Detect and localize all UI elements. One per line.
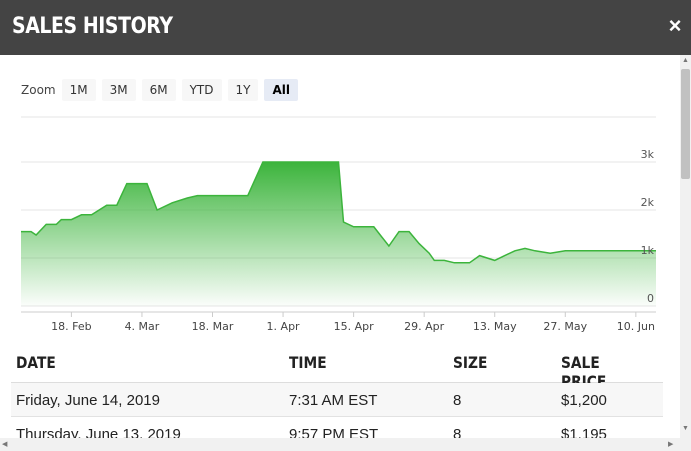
x-tick-label: 4. Mar [125, 320, 160, 333]
x-tick-label: 1. Apr [267, 320, 300, 333]
column-header-date: DATE [16, 353, 56, 372]
zoom-button-1m[interactable]: 1M [61, 79, 96, 101]
y-tick-label: 2k [641, 196, 655, 209]
zoom-button-ytd[interactable]: YTD [181, 79, 222, 101]
zoom-controls: Zoom 1M 3M 6M YTD 1Y All [21, 79, 304, 101]
table-header: DATE TIME SIZE SALE PRICE [11, 345, 663, 391]
x-tick-label: 10. Jun [617, 320, 655, 333]
x-tick-label: 18. Mar [192, 320, 234, 333]
zoom-button-6m[interactable]: 6M [141, 79, 176, 101]
column-header-size: SIZE [453, 353, 488, 372]
sales-history-chart: 0 1k 2k 3k 18. Feb 4. Mar 18. Mar 1. Apr 15. Ap… [21, 116, 656, 333]
y-tick-label: 1k [641, 244, 655, 257]
scroll-left-icon[interactable]: ◀ [2, 441, 8, 448]
sales-table: DATE TIME SIZE SALE PRICE Friday, June 1… [11, 345, 663, 451]
modal-title: SALES HISTORY [12, 14, 173, 39]
table-row: Friday, June 14, 2019 7:31 AM EST 8 $1,2… [11, 383, 663, 417]
x-tick-label: 13. May [473, 320, 517, 333]
y-tick-label: 0 [647, 292, 654, 305]
y-tick-label: 3k [641, 148, 655, 161]
cell-size: 8 [453, 392, 462, 409]
scroll-down-icon[interactable]: ▼ [682, 425, 689, 432]
scroll-thumb[interactable] [681, 69, 690, 179]
zoom-label: Zoom [21, 83, 56, 97]
x-tick-label: 29. Apr [404, 320, 444, 333]
modal-header: SALES HISTORY × [0, 0, 691, 55]
cell-time: 7:31 AM EST [289, 392, 378, 409]
series-line [21, 161, 656, 264]
zoom-button-1y[interactable]: 1Y [227, 79, 259, 101]
x-tick-label: 18. Feb [51, 320, 91, 333]
vertical-scrollbar[interactable]: ▲ ▼ [680, 55, 691, 451]
scroll-right-icon[interactable]: ▶ [668, 441, 674, 448]
cell-size: 8 [453, 426, 462, 443]
column-header-time: TIME [289, 353, 327, 372]
modal-content: Zoom 1M 3M 6M YTD 1Y All 0 1k 2k 3k 18. Feb… [0, 55, 680, 451]
series-area [21, 162, 656, 306]
zoom-button-3m[interactable]: 3M [101, 79, 136, 101]
scroll-up-icon[interactable]: ▲ [682, 57, 689, 64]
horizontal-scrollbar[interactable]: ◀ ▶ [0, 438, 680, 451]
zoom-button-all[interactable]: All [264, 79, 298, 101]
close-icon[interactable]: × [668, 13, 682, 38]
cell-date: Friday, June 14, 2019 [16, 392, 160, 409]
cell-price: $1,200 [561, 392, 607, 409]
x-tick-label: 27. May [543, 320, 587, 333]
x-tick-label: 15. Apr [334, 320, 374, 333]
